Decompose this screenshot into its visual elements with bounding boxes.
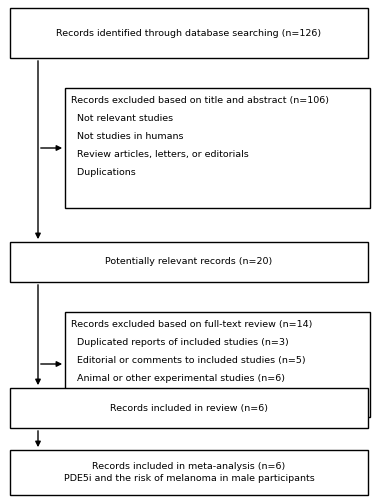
Text: Editorial or comments to included studies (n=5): Editorial or comments to included studie… xyxy=(71,356,306,365)
Text: Review articles, letters, or editorials: Review articles, letters, or editorials xyxy=(71,150,249,159)
Text: Not studies in humans: Not studies in humans xyxy=(71,132,184,141)
Text: Records excluded based on title and abstract (n=106): Records excluded based on title and abst… xyxy=(71,96,329,105)
Text: Duplications: Duplications xyxy=(71,168,136,177)
Text: Records included in meta-analysis (n=6)
PDE5i and the risk of melanoma in male p: Records included in meta-analysis (n=6) … xyxy=(64,462,314,483)
Text: Animal or other experimental studies (n=6): Animal or other experimental studies (n=… xyxy=(71,374,285,383)
Bar xyxy=(65,312,370,417)
Bar xyxy=(10,450,368,495)
Text: Records identified through database searching (n=126): Records identified through database sear… xyxy=(56,28,322,38)
Bar xyxy=(10,242,368,282)
Text: Not relevant studies: Not relevant studies xyxy=(71,114,173,123)
Text: Potentially relevant records (n=20): Potentially relevant records (n=20) xyxy=(106,258,273,266)
Text: Records included in review (n=6): Records included in review (n=6) xyxy=(110,404,268,412)
Text: Duplicated reports of included studies (n=3): Duplicated reports of included studies (… xyxy=(71,338,289,347)
Text: Records excluded based on full-text review (n=14): Records excluded based on full-text revi… xyxy=(71,320,312,329)
Bar xyxy=(65,88,370,208)
Bar xyxy=(10,8,368,58)
Bar xyxy=(10,388,368,428)
